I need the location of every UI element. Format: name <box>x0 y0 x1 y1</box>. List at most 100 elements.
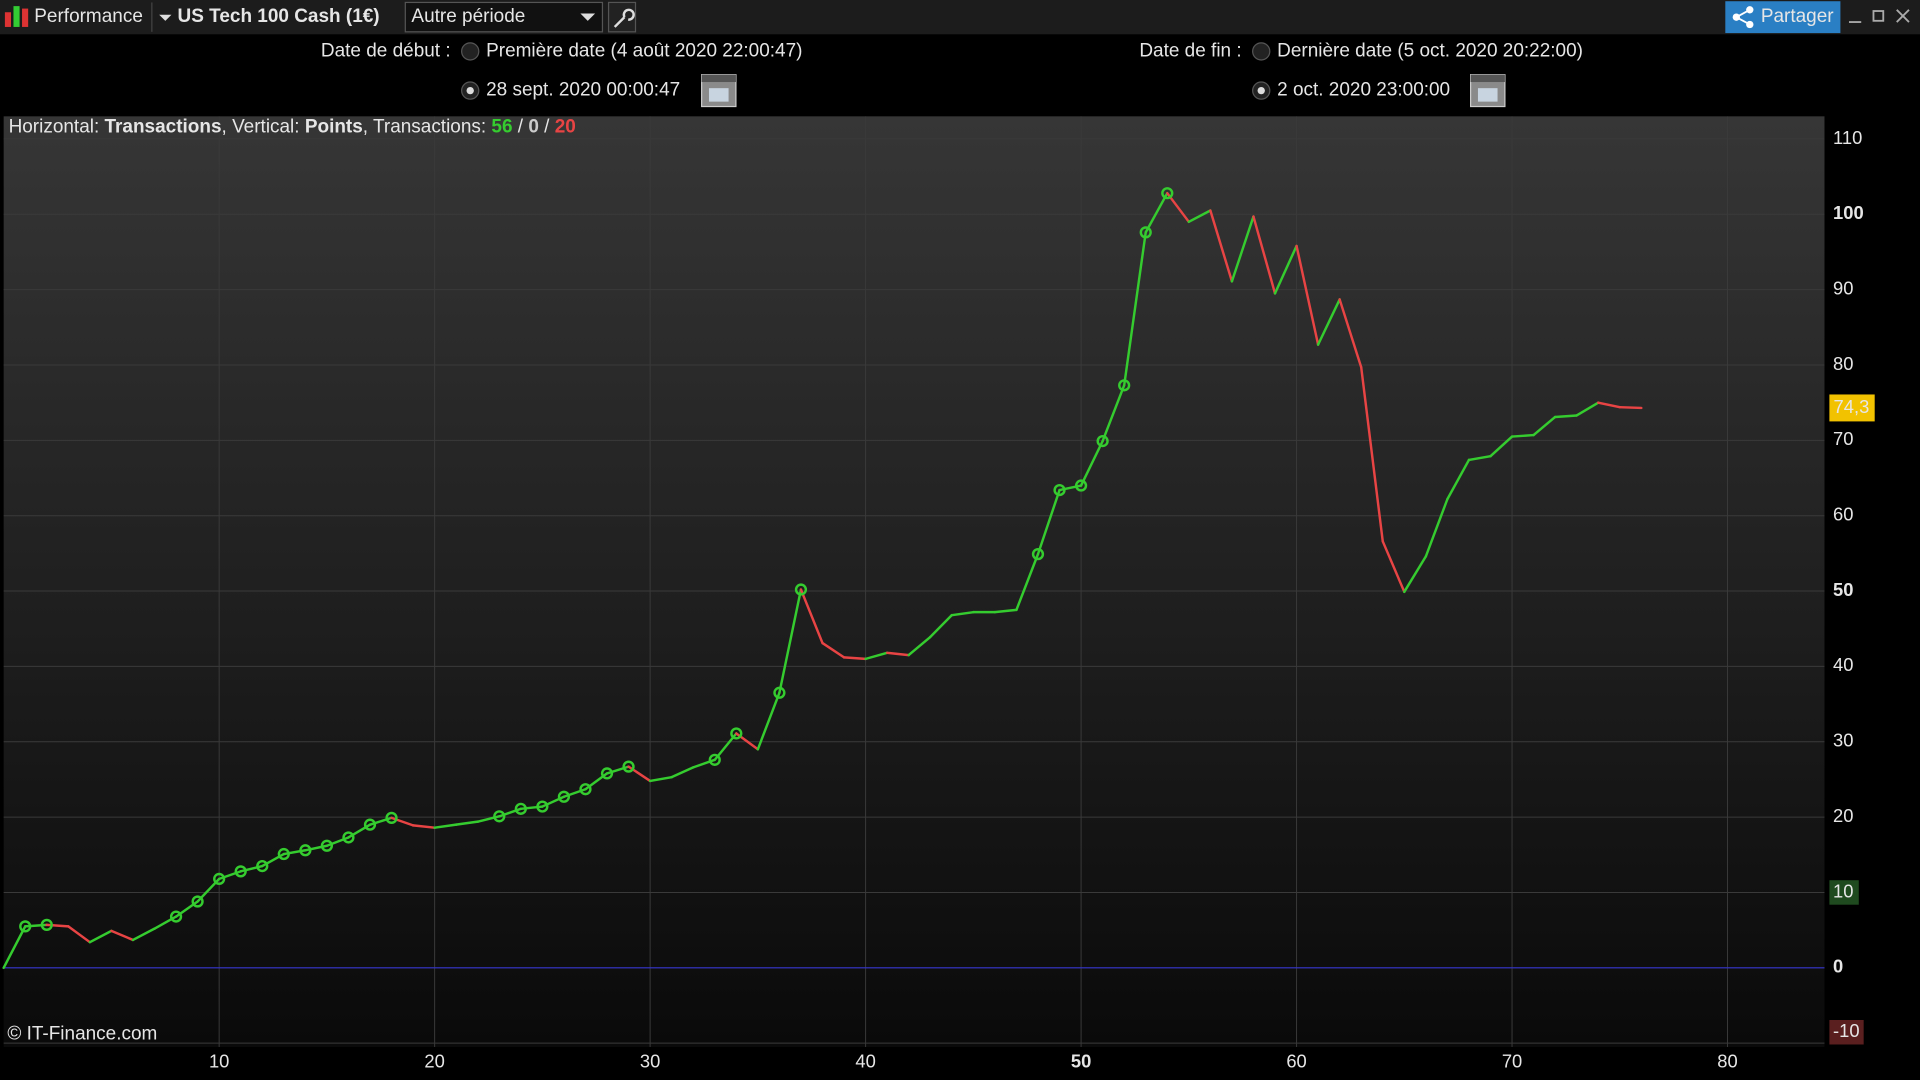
equity-segment <box>1597 401 1622 409</box>
new-high-marker <box>579 783 592 796</box>
new-high-marker <box>40 918 53 931</box>
period-arrow[interactable] <box>580 13 596 21</box>
equity-segment <box>1316 298 1341 346</box>
share-button[interactable] <box>1725 1 1841 34</box>
equity-segment <box>1510 433 1535 438</box>
winning-count: 56 <box>491 116 512 137</box>
y-tick-label: 80 <box>1833 353 1853 374</box>
x-tick-label: 40 <box>855 1051 875 1072</box>
y-tick-label: 90 <box>1833 277 1853 298</box>
calendar-icon[interactable] <box>1470 74 1506 108</box>
equity-segment <box>1424 497 1449 558</box>
y-tick-label: 20 <box>1833 805 1853 826</box>
equity-segment <box>648 775 673 783</box>
share-text[interactable]: Partager <box>1761 6 1834 27</box>
tick-badge <box>1829 880 1859 905</box>
new-high-marker <box>19 920 32 933</box>
equity-segment <box>476 815 501 823</box>
info-text: / <box>539 116 555 137</box>
equity-segment <box>1618 405 1643 410</box>
new-high-marker <box>1053 483 1066 497</box>
info-text: , Vertical: <box>222 116 305 137</box>
equity-segment <box>1553 414 1578 419</box>
equity-segment <box>1209 209 1234 283</box>
radio-first[interactable] <box>461 42 480 61</box>
new-high-marker <box>1074 479 1088 492</box>
equity-segment <box>304 844 329 852</box>
equity-segment <box>842 656 867 661</box>
equity-segment <box>1489 435 1514 458</box>
x-tick-label: 30 <box>640 1051 660 1072</box>
x-tick-label: 50 <box>1071 1051 1091 1072</box>
equity-segment <box>1187 209 1212 224</box>
new-high-marker <box>794 583 808 596</box>
instrument-selector[interactable]: US Tech 100 Cash (1€) <box>178 6 380 27</box>
current-value-badge <box>1829 394 1875 422</box>
new-high-marker <box>1118 379 1131 392</box>
equity-segment <box>1230 215 1255 283</box>
equity-segment <box>1359 366 1384 543</box>
new-high-marker <box>213 872 226 886</box>
new-high-marker <box>342 831 355 844</box>
new-high-marker <box>169 910 183 923</box>
y-tick-label: 10 <box>1833 880 1853 901</box>
radio-last[interactable] <box>1252 42 1271 61</box>
period-select[interactable] <box>404 1 604 33</box>
radio-dot <box>1257 86 1265 95</box>
new-high-marker <box>1161 187 1174 200</box>
equity-segment <box>1338 298 1363 369</box>
new-high-marker <box>385 811 398 824</box>
equity-segment <box>110 929 135 942</box>
new-high-marker <box>1096 434 1109 448</box>
new-high-marker <box>557 790 571 803</box>
equity-segment <box>907 635 932 657</box>
new-high-marker <box>536 800 549 813</box>
calendar-icon[interactable] <box>701 74 737 108</box>
equity-segment <box>864 651 889 661</box>
start-label: Date de début : <box>321 40 451 61</box>
info-text: / <box>513 116 529 137</box>
settings-button[interactable] <box>607 1 637 33</box>
plot-area <box>3 116 1825 1047</box>
y-tick-label: 30 <box>1833 730 1853 751</box>
equity-segment <box>67 925 92 944</box>
new-high-marker <box>730 727 743 740</box>
end-last[interactable]: Dernière date (5 oct. 2020 20:22:00) <box>1277 40 1583 61</box>
equity-segment <box>454 820 479 826</box>
equity-segment <box>756 691 781 751</box>
equity-segment <box>282 849 307 856</box>
dropdown-arrow[interactable] <box>159 14 172 21</box>
equity-segment <box>1252 215 1277 295</box>
y-tick-label: 70 <box>1833 428 1853 449</box>
equity-segment <box>1295 244 1320 346</box>
wrench-icon <box>613 8 635 28</box>
equity-segment <box>1532 415 1557 437</box>
period-text[interactable]: Autre période <box>411 6 525 27</box>
equity-segment <box>1467 454 1492 462</box>
equity-segment <box>519 805 544 811</box>
equity-segment <box>1273 244 1298 295</box>
equity-segment <box>1403 555 1428 594</box>
new-high-marker <box>320 839 334 852</box>
footer: © IT-Finance.com <box>7 1024 157 1045</box>
y-tick-label: 40 <box>1833 654 1853 675</box>
equity-segment <box>1122 231 1147 387</box>
end-custom[interactable]: 2 oct. 2020 23:00:00 <box>1277 80 1450 101</box>
equity-segment <box>131 927 156 942</box>
equity-segment <box>1079 439 1104 487</box>
new-high-marker <box>234 865 247 878</box>
start-first[interactable]: Première date (4 août 2020 22:00:47) <box>486 40 802 61</box>
window-controls[interactable] <box>1848 9 1910 23</box>
equity-segment <box>778 588 803 695</box>
y-tick-label: -10 <box>1833 1020 1860 1041</box>
new-high-marker <box>256 859 269 873</box>
start-custom[interactable]: 28 sept. 2020 00:00:47 <box>486 80 680 101</box>
y-tick-label: 110 <box>1833 127 1862 148</box>
mode-button[interactable]: Performance <box>34 6 143 27</box>
equity-segment <box>23 923 48 928</box>
neutral-count: 0 <box>528 116 539 137</box>
info-text: Transactions <box>105 116 222 137</box>
new-high-marker <box>773 686 786 699</box>
equity-segment <box>670 766 695 779</box>
